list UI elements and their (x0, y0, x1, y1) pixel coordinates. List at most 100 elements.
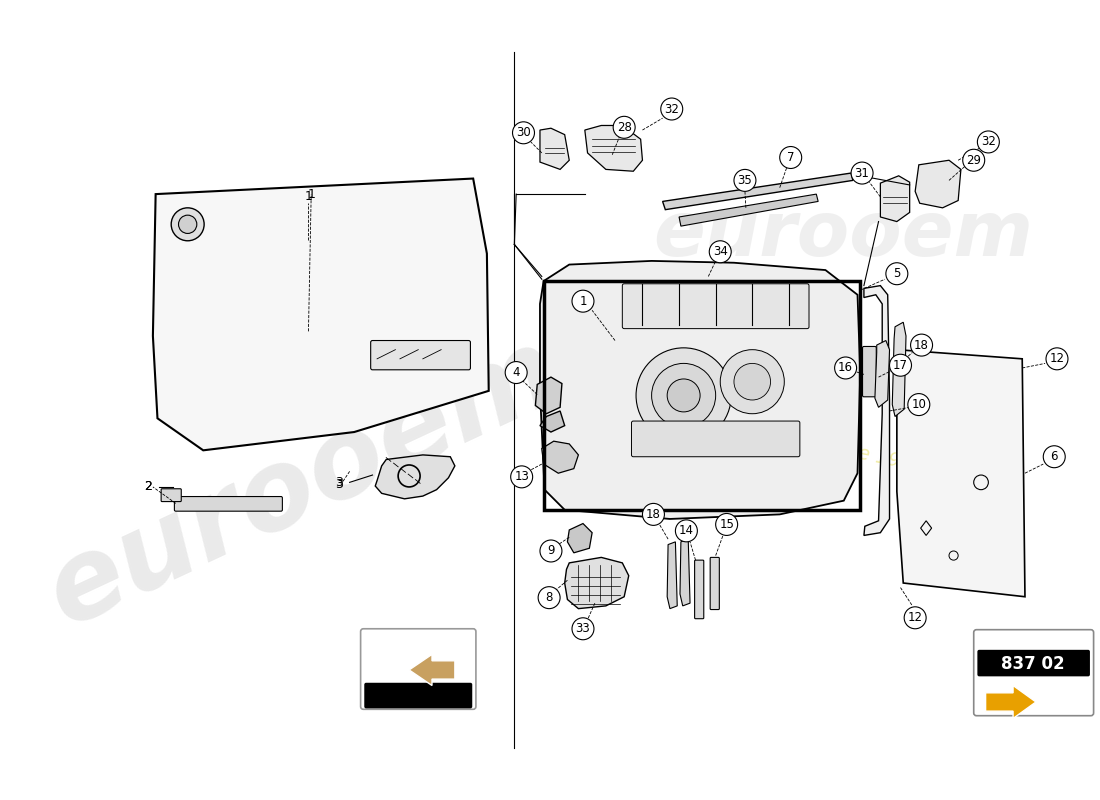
Polygon shape (680, 539, 690, 606)
Text: 1: 1 (307, 188, 315, 201)
Circle shape (716, 514, 738, 535)
Circle shape (835, 357, 857, 379)
Text: 29: 29 (966, 154, 981, 166)
Text: 28: 28 (617, 121, 631, 134)
Polygon shape (409, 654, 455, 686)
FancyBboxPatch shape (978, 650, 1090, 676)
FancyBboxPatch shape (371, 341, 471, 370)
Circle shape (613, 116, 635, 138)
Circle shape (642, 503, 664, 526)
FancyBboxPatch shape (974, 630, 1093, 716)
Text: eurooem: eurooem (31, 317, 578, 648)
Text: 837 02: 837 02 (1001, 654, 1065, 673)
Text: 2: 2 (144, 481, 152, 494)
Text: 15: 15 (719, 518, 734, 531)
Polygon shape (564, 558, 629, 609)
Circle shape (172, 208, 205, 241)
Polygon shape (542, 441, 579, 474)
Circle shape (851, 162, 873, 184)
Polygon shape (662, 173, 852, 210)
Polygon shape (585, 126, 642, 171)
Text: 5: 5 (893, 267, 901, 280)
Circle shape (538, 586, 560, 609)
Text: 16: 16 (838, 362, 854, 374)
FancyBboxPatch shape (161, 489, 182, 502)
Circle shape (720, 350, 784, 414)
Circle shape (1046, 348, 1068, 370)
Text: 8: 8 (546, 591, 553, 604)
Circle shape (513, 122, 535, 144)
Circle shape (911, 334, 933, 356)
Text: 10: 10 (912, 398, 926, 411)
Circle shape (510, 466, 532, 488)
Polygon shape (153, 178, 488, 450)
Circle shape (651, 363, 716, 427)
Text: 35: 35 (738, 174, 752, 187)
Text: 3: 3 (334, 476, 342, 489)
FancyBboxPatch shape (364, 682, 472, 708)
Polygon shape (874, 341, 890, 407)
Circle shape (661, 98, 683, 120)
Circle shape (780, 146, 802, 169)
Polygon shape (892, 322, 906, 417)
Circle shape (908, 394, 930, 415)
Circle shape (572, 290, 594, 312)
Text: 1: 1 (305, 190, 312, 203)
Text: 4: 4 (513, 366, 520, 379)
FancyBboxPatch shape (711, 558, 719, 610)
Circle shape (178, 215, 197, 234)
Text: 9: 9 (547, 545, 554, 558)
Circle shape (1043, 446, 1065, 468)
FancyBboxPatch shape (862, 346, 877, 397)
Circle shape (962, 150, 984, 171)
FancyBboxPatch shape (361, 629, 476, 710)
Circle shape (904, 607, 926, 629)
Text: 31: 31 (855, 166, 869, 179)
Text: 33: 33 (575, 622, 591, 635)
Text: 7: 7 (786, 151, 794, 164)
Polygon shape (540, 128, 570, 170)
Text: 12: 12 (1049, 352, 1065, 366)
Circle shape (734, 170, 756, 191)
Circle shape (505, 362, 527, 383)
Circle shape (572, 618, 594, 640)
Text: 2: 2 (144, 481, 152, 494)
Polygon shape (679, 194, 818, 226)
Polygon shape (375, 455, 455, 499)
Polygon shape (536, 377, 562, 414)
Circle shape (675, 520, 697, 542)
Circle shape (734, 363, 771, 400)
Text: 32: 32 (664, 102, 679, 115)
FancyBboxPatch shape (694, 560, 704, 618)
Polygon shape (568, 523, 592, 553)
Circle shape (636, 348, 732, 443)
Text: 30: 30 (516, 126, 531, 139)
Text: 3: 3 (334, 478, 342, 490)
Text: 34: 34 (713, 246, 728, 258)
Polygon shape (915, 160, 961, 208)
Circle shape (890, 354, 912, 376)
Text: 18: 18 (914, 338, 929, 351)
Polygon shape (864, 286, 890, 535)
FancyBboxPatch shape (175, 497, 283, 511)
Text: 12: 12 (908, 611, 923, 624)
Circle shape (710, 241, 732, 262)
Text: a passion for parts since 1985: a passion for parts since 1985 (634, 397, 926, 477)
FancyBboxPatch shape (631, 421, 800, 457)
Text: eurooem: eurooem (653, 198, 1034, 272)
FancyBboxPatch shape (623, 284, 808, 329)
Circle shape (978, 131, 999, 153)
Text: 18: 18 (646, 508, 661, 521)
Circle shape (886, 262, 907, 285)
Polygon shape (540, 261, 860, 519)
Polygon shape (896, 350, 1025, 597)
Text: 32: 32 (981, 135, 996, 149)
Text: 14: 14 (679, 524, 694, 538)
Text: 6: 6 (1050, 450, 1058, 463)
Text: 13: 13 (514, 470, 529, 483)
Polygon shape (986, 686, 1036, 718)
Text: 17: 17 (893, 358, 907, 372)
Polygon shape (540, 411, 564, 432)
Text: 1: 1 (580, 294, 586, 308)
Circle shape (540, 540, 562, 562)
